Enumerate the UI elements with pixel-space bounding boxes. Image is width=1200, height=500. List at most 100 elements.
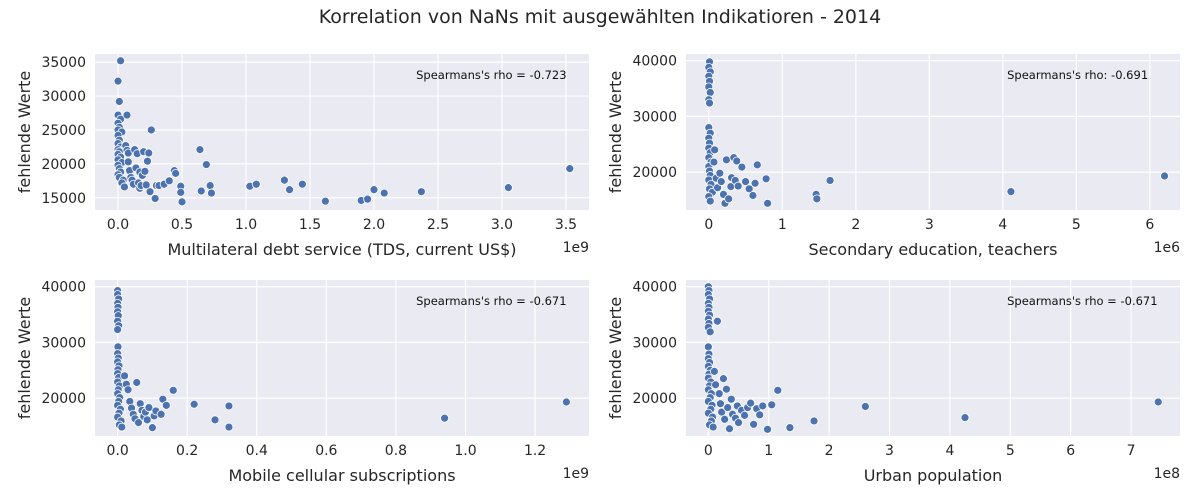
data-point <box>713 316 722 326</box>
x-tick-label: 2 <box>825 443 834 459</box>
data-point <box>161 400 171 410</box>
x-tick-label: 5 <box>1072 217 1081 233</box>
x-offset-label: 1e9 <box>563 466 589 482</box>
data-point <box>144 403 154 412</box>
data-point <box>720 414 730 424</box>
data-point <box>120 182 129 192</box>
data-point <box>741 177 750 186</box>
data-point <box>195 145 205 155</box>
spearman-annotation: Spearmans's rho = -0.671 <box>416 294 566 308</box>
data-point <box>320 196 330 206</box>
data-point <box>141 180 151 190</box>
y-axis-label: fehlende Werte <box>15 71 34 194</box>
data-point <box>716 177 726 186</box>
x-tick-label: 0.5 <box>171 217 193 233</box>
data-point <box>752 160 762 170</box>
data-point <box>773 385 783 395</box>
data-point <box>717 407 727 417</box>
y-axis-label: fehlende Werte <box>606 297 625 420</box>
data-point <box>719 374 728 384</box>
data-point <box>722 155 731 165</box>
data-point <box>725 424 734 434</box>
y-axis-label: fehlende Werte <box>606 71 625 194</box>
data-point <box>763 198 772 208</box>
data-point <box>297 179 307 189</box>
data-point <box>143 156 152 166</box>
x-tick-label: 0.0 <box>107 217 129 233</box>
x-tick-label: 0.4 <box>246 443 268 459</box>
x-axis-label: Urban population <box>864 466 1003 485</box>
data-point <box>177 197 187 207</box>
data-point <box>123 157 133 167</box>
data-point <box>716 399 725 409</box>
data-point <box>705 196 715 206</box>
x-offset-label: 1e9 <box>563 240 589 256</box>
x-tick-label: 0.6 <box>315 443 337 459</box>
data-point <box>1006 187 1016 197</box>
scatter-panel-secondary-teachers: 0 1 2 3 4 5 6 20000 30000 40000 Spearmans's rho: -… <box>606 54 1180 259</box>
x-tick-label: 0 <box>704 443 713 459</box>
data-point <box>148 423 157 433</box>
y-tick-label: 30000 <box>41 89 86 105</box>
data-point <box>145 187 155 197</box>
x-tick-label: 4 <box>945 443 954 459</box>
y-tick-label: 20000 <box>41 157 86 173</box>
data-point <box>767 400 777 410</box>
data-point <box>416 187 426 197</box>
data-point <box>164 176 174 186</box>
y-tick-label: 25000 <box>41 123 86 139</box>
scatter-panel-mobile-subscriptions: 0.0 0.2 0.4 0.6 0.8 1.0 1.2 20000 30000 40000 Spea… <box>15 280 589 485</box>
y-tick-label: 35000 <box>41 55 86 71</box>
x-tick-label: 2.0 <box>363 217 385 233</box>
data-point <box>122 110 132 120</box>
data-point <box>123 385 133 395</box>
x-tick-label: 1 <box>778 217 787 233</box>
data-point <box>1153 397 1163 407</box>
data-point <box>132 378 142 387</box>
x-tick-label: 7 <box>1127 443 1136 459</box>
x-tick-label: 1.0 <box>454 443 476 459</box>
x-offset-label: 1e8 <box>1154 466 1180 482</box>
data-point <box>224 401 234 411</box>
data-point <box>737 162 747 172</box>
x-offset-label: 1e6 <box>1154 240 1181 256</box>
data-point <box>156 409 166 419</box>
data-point <box>732 156 742 166</box>
data-point <box>565 164 575 174</box>
x-axis-label: Mobile cellular subscriptions <box>228 466 455 485</box>
data-point <box>715 168 725 178</box>
scatter-panel-urban-population: 0 1 2 3 4 5 6 7 20000 30000 40000 Spearmans's rho =… <box>606 280 1180 485</box>
data-point <box>711 380 720 390</box>
data-point <box>705 327 715 337</box>
data-point <box>379 188 389 198</box>
y-tick-label: 30000 <box>41 335 86 351</box>
data-point <box>710 145 720 155</box>
data-point <box>210 415 220 425</box>
x-tick-label: 1.5 <box>299 217 321 233</box>
data-point <box>705 88 715 97</box>
data-point <box>561 397 571 407</box>
data-point <box>709 157 719 167</box>
data-point <box>171 168 181 178</box>
data-point <box>120 371 129 381</box>
x-tick-label: 5 <box>1006 443 1015 459</box>
data-point <box>440 413 450 423</box>
data-point <box>285 185 294 195</box>
data-point <box>746 398 756 408</box>
plot-background <box>95 280 589 436</box>
x-tick-label: 3.5 <box>555 217 577 233</box>
x-tick-label: 3 <box>885 443 894 459</box>
data-point <box>785 423 795 433</box>
x-tick-label: 0.2 <box>176 443 198 459</box>
data-point <box>740 410 749 420</box>
plot-background <box>686 54 1180 210</box>
x-tick-label: 4 <box>998 217 1007 233</box>
data-point <box>207 188 216 198</box>
data-point <box>708 422 718 432</box>
data-point <box>146 125 156 135</box>
data-point <box>703 342 713 352</box>
data-point <box>144 148 154 158</box>
x-tick-label: 1 <box>764 443 773 459</box>
x-tick-label: 6 <box>1145 217 1154 233</box>
data-point <box>117 422 127 432</box>
